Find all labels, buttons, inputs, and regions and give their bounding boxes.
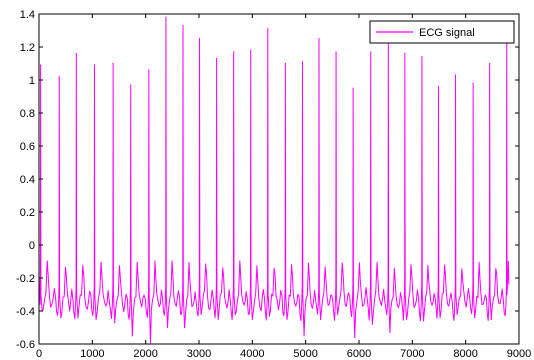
r-peak-point xyxy=(93,64,96,66)
s-trough-point xyxy=(507,260,509,263)
legend-label: ECG signal xyxy=(419,27,475,39)
s-trough-point xyxy=(490,318,492,320)
y-tick-label: 0.8 xyxy=(20,108,35,120)
s-trough-point xyxy=(303,335,305,337)
r-peak-point xyxy=(454,74,457,76)
s-trough-point xyxy=(184,326,186,329)
x-tick-label: 1000 xyxy=(80,348,104,360)
ecg-trace xyxy=(38,16,510,345)
y-tick-label: -0.2 xyxy=(16,273,35,285)
r-peak-point xyxy=(40,64,42,66)
y-tick-label: 0.4 xyxy=(20,174,35,186)
r-peak-point xyxy=(216,57,218,60)
y-tick-label: 1.2 xyxy=(20,42,35,54)
y-tick-label: -0.4 xyxy=(16,306,35,318)
y-axis: -0.6 -0.4 -0.2 0 0.2 0.4 0.6 0.8 1 1.2 1.4 xyxy=(16,9,519,351)
plot-area xyxy=(39,14,519,344)
s-trough-point xyxy=(389,331,391,334)
s-trough-point xyxy=(60,317,62,319)
r-peak-point xyxy=(182,24,184,27)
s-trough-point xyxy=(217,318,219,320)
x-tick-label: 7000 xyxy=(400,348,424,360)
r-peak-point xyxy=(489,62,491,65)
r-peak-point xyxy=(233,51,235,53)
x-tick-label: 2000 xyxy=(133,348,157,360)
s-trough-point xyxy=(320,318,322,320)
r-peak-point xyxy=(250,49,252,51)
s-trough-point xyxy=(286,318,288,320)
s-trough-point xyxy=(456,313,458,315)
s-trough-point xyxy=(474,317,476,319)
s-trough-point xyxy=(337,313,339,315)
y-tick-label: 0.6 xyxy=(20,141,35,153)
r-peak-point xyxy=(112,62,114,65)
x-tick-label: 8000 xyxy=(453,348,477,360)
r-peak-point xyxy=(404,53,406,55)
s-trough-point xyxy=(166,326,169,329)
r-peak-point xyxy=(318,38,320,40)
r-peak-point xyxy=(267,28,269,30)
x-tick-label: 6000 xyxy=(347,348,371,360)
r-peak-point xyxy=(370,51,372,53)
r-peak-point xyxy=(437,86,440,88)
s-trough-point xyxy=(131,335,133,337)
y-tick-label: 1.4 xyxy=(20,9,35,21)
ecg-signal-line xyxy=(38,16,510,345)
y-tick-label: 0 xyxy=(29,240,35,252)
s-trough-point xyxy=(268,315,270,317)
s-trough-point xyxy=(422,320,425,322)
x-tick-label: 0 xyxy=(36,348,42,360)
s-trough-point xyxy=(251,318,253,320)
s-trough-point xyxy=(405,318,408,320)
r-peak-point xyxy=(301,61,304,63)
r-peak-point xyxy=(75,53,77,55)
r-peak-point xyxy=(472,82,474,84)
s-trough-point xyxy=(114,321,116,324)
s-trough-point xyxy=(354,336,356,338)
s-trough-point xyxy=(371,323,373,325)
r-peak-point xyxy=(421,56,423,58)
legend: ECG signal xyxy=(369,20,515,44)
r-peak-point xyxy=(130,84,132,86)
r-peak-point xyxy=(165,16,167,18)
s-trough-point xyxy=(77,317,79,319)
legend-box xyxy=(369,20,515,44)
r-peak-point xyxy=(198,38,201,40)
r-peak-point xyxy=(335,51,337,53)
s-trough-point xyxy=(439,317,441,319)
x-axis: 0 1000 2000 3000 4000 5000 6000 7000 8000 9000 xyxy=(36,14,531,360)
x-tick-label: 3000 xyxy=(187,348,211,360)
y-tick-label: 0.2 xyxy=(20,207,35,219)
y-tick-label: -0.6 xyxy=(16,339,35,351)
r-peak-point xyxy=(284,62,286,65)
s-trough-point xyxy=(234,313,236,315)
x-tick-label: 5000 xyxy=(293,348,317,360)
r-peak-point xyxy=(352,87,354,89)
x-tick-label: 4000 xyxy=(240,348,264,360)
s-trough-point xyxy=(95,318,97,320)
x-tick-label: 9000 xyxy=(507,348,531,360)
r-peak-point xyxy=(58,76,60,78)
r-peak-point xyxy=(148,69,150,71)
y-tick-label: 1 xyxy=(29,75,35,87)
s-trough-point xyxy=(200,313,202,315)
